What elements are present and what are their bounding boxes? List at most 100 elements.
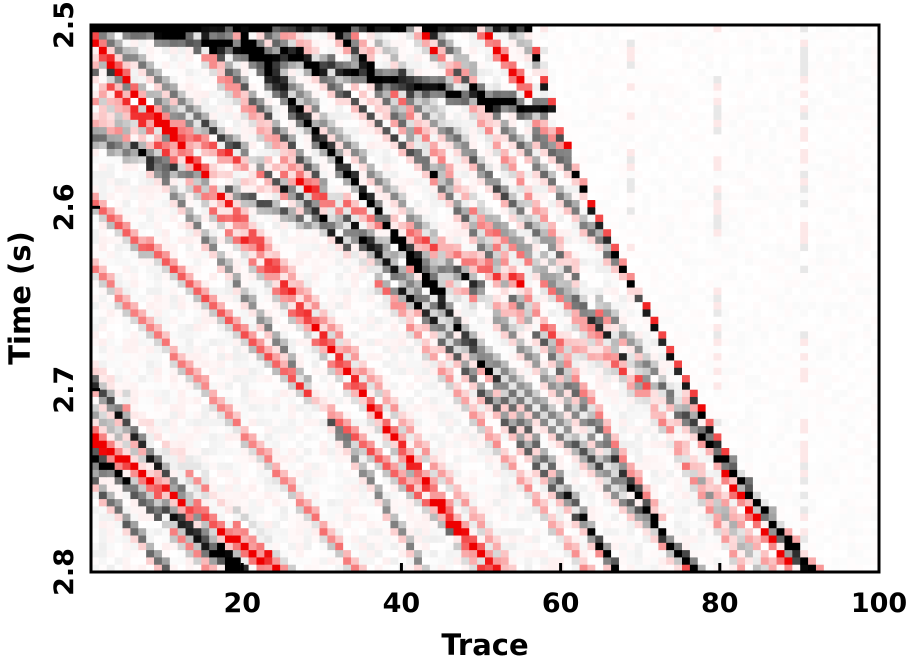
heatmap-cell (217, 469, 226, 478)
heatmap-cell (595, 265, 604, 274)
heatmap-cell (595, 433, 604, 442)
heatmap-cell (240, 309, 250, 318)
heatmap-cell (571, 200, 581, 208)
heatmap-cell (563, 469, 573, 478)
heatmap-cell (201, 229, 210, 238)
heatmap-cell (579, 148, 589, 157)
heatmap-cell (98, 360, 108, 369)
heatmap-cell (390, 375, 399, 383)
heatmap-cell (177, 477, 187, 486)
heatmap-cell (603, 418, 612, 427)
heatmap-cell (288, 309, 297, 318)
heatmap-cell (571, 148, 581, 157)
heatmap-cell (461, 148, 470, 157)
heatmap-cell (374, 426, 384, 435)
heatmap-cell (319, 557, 328, 566)
heatmap-cell (177, 46, 187, 55)
heatmap-cell (98, 229, 108, 238)
heatmap-cell (414, 32, 423, 41)
heatmap-cell (508, 170, 518, 179)
heatmap-cell (382, 542, 392, 551)
heatmap-cell (579, 32, 589, 41)
heatmap-cell (469, 353, 478, 362)
heatmap-cell (272, 127, 281, 135)
heatmap-cell (579, 477, 589, 486)
heatmap-cell (98, 418, 108, 427)
heatmap-cell (335, 105, 344, 114)
heatmap-cell (303, 469, 313, 478)
heatmap-cell (540, 83, 549, 92)
heatmap-cell (540, 382, 549, 391)
heatmap-cell (406, 557, 415, 566)
heatmap-cell (421, 331, 431, 340)
heatmap-cell (366, 404, 376, 413)
heatmap-cell (201, 127, 210, 135)
heatmap-cell (264, 76, 273, 84)
heatmap-cell (477, 309, 486, 318)
heatmap-cell (303, 557, 313, 566)
heatmap-cell (555, 287, 565, 296)
heatmap-cell (524, 229, 533, 238)
heatmap-cell (154, 477, 163, 486)
heatmap-cell (232, 119, 242, 128)
heatmap-cell (240, 200, 250, 208)
heatmap-cell (374, 294, 384, 303)
heatmap-cell (138, 324, 147, 332)
heatmap-cell (256, 287, 265, 296)
heatmap-cell (603, 32, 612, 41)
heatmap-cell (264, 105, 273, 114)
heatmap-cell (264, 221, 273, 230)
heatmap-cell (414, 564, 423, 573)
heatmap-cell (130, 520, 139, 529)
heatmap-cell (469, 448, 478, 456)
heatmap-cell (366, 192, 376, 201)
heatmap-cell (603, 338, 612, 347)
heatmap-cell (311, 170, 321, 179)
heatmap-cell (311, 148, 321, 157)
heatmap-cell (437, 156, 447, 165)
heatmap-cell (358, 90, 368, 99)
heatmap-cell (217, 243, 226, 252)
heatmap-cell (295, 287, 305, 296)
heatmap-cell (516, 105, 525, 114)
heatmap-cell (555, 418, 565, 427)
heatmap-cell (500, 557, 510, 566)
heatmap-cell (311, 564, 321, 573)
heatmap-cell (264, 134, 273, 143)
heatmap-cell (555, 513, 565, 522)
heatmap-cell (563, 396, 573, 405)
heatmap-cell (414, 353, 423, 362)
heatmap-cell (169, 418, 179, 427)
heatmap-cell (319, 39, 328, 48)
heatmap-cell (224, 265, 234, 274)
heatmap-cell (508, 207, 518, 216)
heatmap-cell (421, 163, 431, 172)
heatmap-cell (169, 499, 179, 507)
heatmap-cell (122, 338, 131, 347)
heatmap-cell (540, 324, 549, 332)
heatmap-cell (532, 200, 541, 208)
heatmap-cell (500, 148, 510, 157)
heatmap-cell (256, 353, 265, 362)
heatmap-cell (429, 148, 439, 157)
heatmap-cell (524, 200, 533, 208)
heatmap-cell (295, 382, 305, 391)
heatmap-cell (327, 375, 336, 383)
heatmap-cell (587, 360, 596, 369)
heatmap-cell (224, 61, 234, 70)
heatmap-cell (611, 25, 620, 33)
heatmap-cell (382, 324, 392, 332)
heatmap-cell (461, 251, 470, 259)
heatmap-cell (217, 207, 226, 216)
heatmap-cell (232, 528, 242, 537)
heatmap-cell (374, 258, 384, 267)
heatmap-cell (477, 61, 486, 70)
heatmap-cell (485, 404, 494, 413)
heatmap-cell (398, 32, 407, 41)
heatmap-cell (374, 324, 384, 332)
heatmap-cell (303, 520, 313, 529)
heatmap-cell (469, 221, 478, 230)
heatmap-cell (343, 557, 352, 566)
heatmap-cell (138, 280, 147, 289)
heatmap-cell (161, 309, 171, 318)
